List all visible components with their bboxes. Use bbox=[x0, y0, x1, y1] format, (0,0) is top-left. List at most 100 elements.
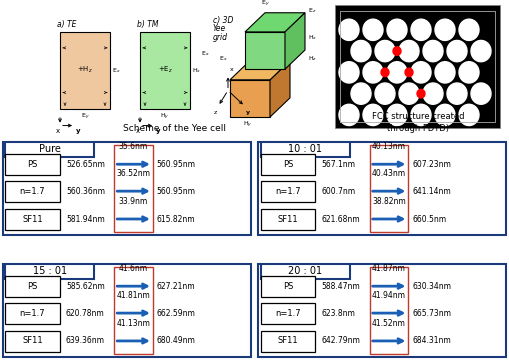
Text: 585.62nm: 585.62nm bbox=[66, 282, 105, 291]
FancyBboxPatch shape bbox=[115, 267, 153, 354]
Text: 10 : 01: 10 : 01 bbox=[288, 145, 322, 154]
Circle shape bbox=[435, 104, 455, 126]
Text: SF11: SF11 bbox=[22, 214, 43, 223]
Text: 615.82nm: 615.82nm bbox=[157, 214, 195, 223]
Circle shape bbox=[399, 83, 419, 104]
Circle shape bbox=[339, 62, 359, 83]
FancyBboxPatch shape bbox=[5, 142, 95, 157]
Text: grid: grid bbox=[213, 33, 228, 42]
Text: n=1.7: n=1.7 bbox=[275, 309, 301, 318]
Circle shape bbox=[387, 62, 407, 83]
FancyBboxPatch shape bbox=[261, 264, 350, 279]
Text: 41.81nm: 41.81nm bbox=[117, 291, 150, 300]
Text: x: x bbox=[56, 128, 60, 134]
Text: c) 3D: c) 3D bbox=[213, 16, 233, 25]
FancyBboxPatch shape bbox=[5, 154, 60, 175]
Polygon shape bbox=[270, 61, 290, 117]
Text: 665.73nm: 665.73nm bbox=[412, 309, 451, 318]
Text: 36.52nm: 36.52nm bbox=[117, 169, 151, 178]
Polygon shape bbox=[230, 61, 290, 80]
Circle shape bbox=[363, 104, 383, 126]
Text: 35.6nm: 35.6nm bbox=[119, 142, 148, 151]
Circle shape bbox=[399, 40, 419, 62]
Text: 40.43nm: 40.43nm bbox=[372, 169, 406, 178]
FancyBboxPatch shape bbox=[5, 209, 60, 230]
Circle shape bbox=[411, 62, 431, 83]
Text: 40.13nm: 40.13nm bbox=[372, 142, 406, 151]
FancyBboxPatch shape bbox=[370, 267, 408, 354]
Text: 680.49nm: 680.49nm bbox=[157, 336, 195, 345]
FancyBboxPatch shape bbox=[3, 264, 251, 357]
Text: y: y bbox=[76, 128, 80, 134]
Text: n=1.7: n=1.7 bbox=[19, 187, 45, 196]
Text: 642.79nm: 642.79nm bbox=[321, 336, 360, 345]
Text: E$_x$: E$_x$ bbox=[219, 54, 228, 63]
Circle shape bbox=[405, 68, 413, 76]
FancyBboxPatch shape bbox=[5, 264, 95, 279]
Text: 560.95nm: 560.95nm bbox=[157, 187, 195, 196]
FancyBboxPatch shape bbox=[258, 264, 506, 357]
FancyBboxPatch shape bbox=[370, 145, 408, 232]
Text: 630.34nm: 630.34nm bbox=[412, 282, 451, 291]
Text: 15 : 01: 15 : 01 bbox=[33, 266, 67, 276]
Circle shape bbox=[375, 83, 395, 104]
Circle shape bbox=[393, 47, 401, 55]
Text: Yee: Yee bbox=[213, 24, 226, 33]
Circle shape bbox=[417, 90, 425, 98]
Text: n=1.7: n=1.7 bbox=[19, 309, 45, 318]
Text: 623.8nm: 623.8nm bbox=[321, 309, 355, 318]
Text: PS: PS bbox=[27, 160, 38, 169]
Polygon shape bbox=[60, 32, 110, 108]
Text: 627.21nm: 627.21nm bbox=[157, 282, 195, 291]
Text: 662.59nm: 662.59nm bbox=[157, 309, 195, 318]
Circle shape bbox=[351, 83, 371, 104]
FancyBboxPatch shape bbox=[5, 276, 60, 297]
Text: H$_x$: H$_x$ bbox=[308, 33, 318, 42]
Circle shape bbox=[411, 19, 431, 40]
Circle shape bbox=[423, 40, 443, 62]
Text: a) TE: a) TE bbox=[57, 20, 76, 29]
Text: n=1.7: n=1.7 bbox=[275, 187, 301, 196]
Text: E$_y$: E$_y$ bbox=[81, 112, 89, 122]
Text: y: y bbox=[246, 110, 250, 115]
Circle shape bbox=[447, 83, 467, 104]
Text: 567.1nm: 567.1nm bbox=[321, 160, 355, 169]
Text: SF11: SF11 bbox=[277, 336, 298, 345]
Text: E$_x$: E$_x$ bbox=[202, 49, 210, 58]
Text: E$_z$: E$_z$ bbox=[308, 6, 317, 15]
Circle shape bbox=[339, 19, 359, 40]
Text: PS: PS bbox=[282, 160, 293, 169]
Text: 20 : 01: 20 : 01 bbox=[288, 266, 322, 276]
Bar bbox=[335, 5, 500, 128]
Text: 620.78nm: 620.78nm bbox=[66, 309, 105, 318]
Text: 560.36nm: 560.36nm bbox=[66, 187, 105, 196]
FancyBboxPatch shape bbox=[261, 331, 315, 352]
Text: PS: PS bbox=[27, 282, 38, 291]
Circle shape bbox=[459, 104, 479, 126]
Text: H$_y$: H$_y$ bbox=[160, 112, 169, 122]
FancyBboxPatch shape bbox=[261, 142, 350, 157]
Circle shape bbox=[351, 40, 371, 62]
Text: 38.82nm: 38.82nm bbox=[372, 197, 406, 206]
Polygon shape bbox=[285, 13, 305, 69]
Text: 41.94nm: 41.94nm bbox=[372, 291, 406, 300]
Text: E$_y$: E$_y$ bbox=[261, 0, 269, 8]
Text: b) TM: b) TM bbox=[137, 20, 158, 29]
Text: 581.94nm: 581.94nm bbox=[66, 214, 105, 223]
Circle shape bbox=[459, 62, 479, 83]
Text: 560.95nm: 560.95nm bbox=[157, 160, 195, 169]
Text: H$_x$: H$_x$ bbox=[192, 66, 202, 75]
Text: 607.23nm: 607.23nm bbox=[412, 160, 451, 169]
Text: z: z bbox=[213, 110, 217, 115]
Circle shape bbox=[471, 83, 491, 104]
Text: 600.7nm: 600.7nm bbox=[321, 187, 355, 196]
FancyBboxPatch shape bbox=[261, 276, 315, 297]
Circle shape bbox=[339, 104, 359, 126]
Text: 41.87nm: 41.87nm bbox=[372, 264, 406, 273]
Text: Scheme of the Yee cell: Scheme of the Yee cell bbox=[124, 124, 227, 133]
FancyBboxPatch shape bbox=[5, 303, 60, 324]
Text: 41.13nm: 41.13nm bbox=[117, 319, 150, 328]
Circle shape bbox=[459, 19, 479, 40]
FancyBboxPatch shape bbox=[258, 142, 506, 235]
Circle shape bbox=[435, 62, 455, 83]
